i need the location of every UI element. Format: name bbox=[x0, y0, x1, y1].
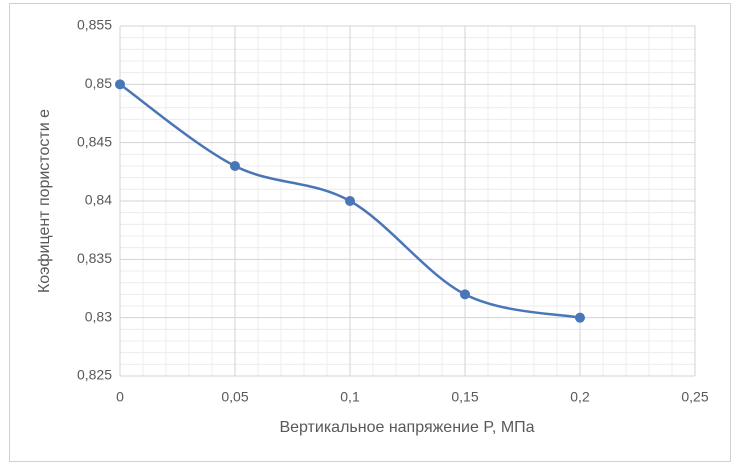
data-point bbox=[230, 161, 240, 171]
data-point bbox=[345, 196, 355, 206]
y-tick-label: 0,85 bbox=[85, 75, 112, 91]
data-point bbox=[115, 79, 125, 90]
y-tick-label: 0,845 bbox=[77, 133, 112, 149]
x-tick-label: 0 bbox=[116, 389, 124, 405]
x-tick-label: 0,1 bbox=[340, 389, 360, 405]
y-tick-label: 0,83 bbox=[85, 308, 112, 324]
x-tick-label: 0,2 bbox=[570, 389, 590, 405]
y-tick-label: 0,825 bbox=[77, 367, 112, 383]
y-axis-label: Коэфицент пористости е bbox=[36, 109, 53, 293]
x-axis-label: Вертикальное напряжение P, МПа bbox=[279, 419, 534, 436]
x-tick-label: 0,05 bbox=[221, 389, 248, 405]
y-tick-label: 0,855 bbox=[77, 17, 112, 33]
data-point bbox=[460, 289, 470, 300]
data-point bbox=[575, 312, 585, 323]
x-tick-label: 0,15 bbox=[451, 389, 478, 405]
x-tick-label: 0,25 bbox=[681, 389, 708, 405]
chart-border bbox=[9, 3, 731, 462]
y-tick-label: 0,84 bbox=[85, 192, 112, 208]
y-tick-label: 0,835 bbox=[77, 250, 112, 266]
